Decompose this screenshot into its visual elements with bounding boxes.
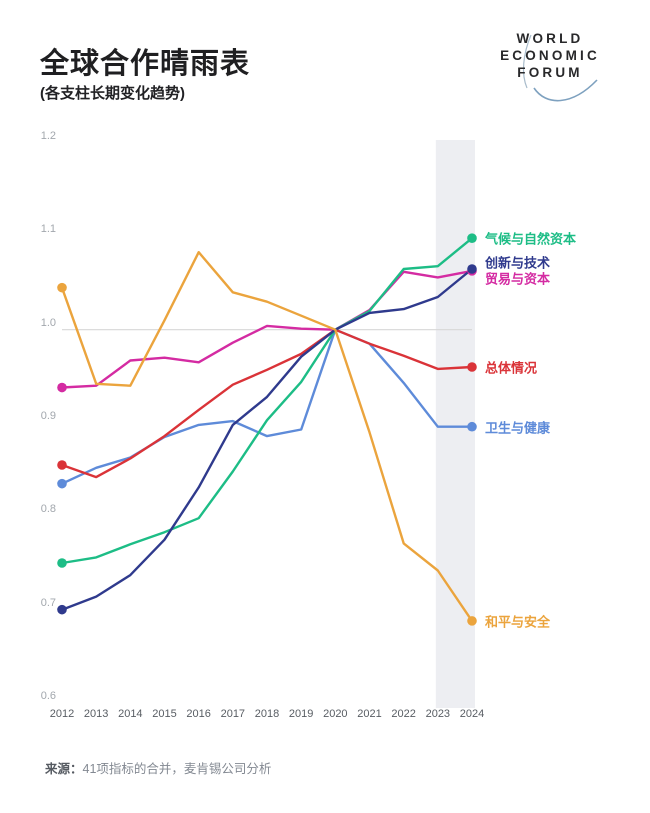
series-end-dot: [467, 264, 477, 274]
y-tick-label: 1.0: [40, 316, 56, 329]
x-tick-label: 2015: [152, 708, 177, 720]
series-line: [60, 267, 474, 611]
series-end-dot: [467, 421, 477, 432]
series-end-dot: [467, 362, 477, 372]
series-line: [60, 250, 474, 623]
x-tick-label: 2017: [220, 708, 246, 720]
series-label: 总体情况: [485, 360, 538, 376]
series-line: [60, 328, 474, 479]
wef-logo: WORLD ECONOMIC FORUM: [494, 30, 606, 122]
x-tick-label: 2016: [186, 708, 211, 720]
wef-logo-swoosh-icon: [522, 34, 598, 102]
source-note: 来源：41项指标的合并，麦肯锡公司分析: [45, 758, 271, 777]
series-start-dot: [57, 478, 67, 489]
series-line: [60, 236, 474, 565]
y-tick-label: 1.2: [40, 130, 56, 142]
x-tick-label: 2022: [391, 708, 416, 720]
source-label: 来源：: [45, 762, 83, 776]
x-tick-label: 2021: [357, 708, 382, 720]
series-start-dot: [57, 460, 67, 470]
series-label: 和平与安全: [485, 614, 551, 630]
series-label: 气候与自然资本: [485, 231, 577, 247]
x-tick-label: 2014: [118, 708, 143, 720]
x-tick-label: 2019: [288, 708, 314, 720]
source-text: 41项指标的合并，麦肯锡公司分析: [82, 762, 272, 776]
series-start-dot: [57, 604, 67, 615]
series-end-dot: [467, 233, 477, 243]
series-end-dot: [467, 616, 477, 626]
series-start-dot: [57, 382, 67, 393]
series-line: [60, 269, 474, 389]
wef-logo-line-economic: ECONOMIC: [500, 48, 600, 63]
x-tick-label: 2020: [323, 708, 348, 720]
x-tick-label: 2012: [49, 708, 75, 720]
y-tick-label: 1.1: [40, 223, 56, 236]
x-tick-label: 2018: [254, 708, 280, 720]
cooperation-barometer-chart: 1.2 1.1 1.0 0.9 0.8 0.7 0.6 2012 2013 2014 2015 201…: [0, 120, 650, 740]
x-tick-label: 2023: [425, 708, 451, 720]
y-tick-label: 0.9: [40, 410, 56, 422]
x-tick-label: 2024: [459, 708, 485, 720]
y-tick-label: 0.7: [40, 596, 56, 609]
series-label: 卫生与健康: [485, 420, 551, 436]
x-tick-label: 2013: [83, 708, 109, 720]
page-title: 全球合作晴雨表: [40, 48, 251, 80]
wef-logo-text: WORLD ECONOMIC FORUM: [494, 30, 606, 81]
y-tick-label: 0.8: [40, 503, 56, 516]
series-line: [60, 328, 474, 485]
y-tick-label: 0.6: [40, 690, 56, 702]
wef-logo-line-forum: FORUM: [517, 65, 583, 80]
series-label: 贸易与资本: [485, 271, 551, 287]
wef-logo-line-world: WORLD: [516, 31, 584, 46]
series-label: 创新与技术: [485, 255, 551, 271]
series-start-dot: [57, 282, 67, 293]
series-start-dot: [57, 558, 67, 568]
page-subtitle: (各支柱长期变化趋势): [40, 85, 185, 102]
